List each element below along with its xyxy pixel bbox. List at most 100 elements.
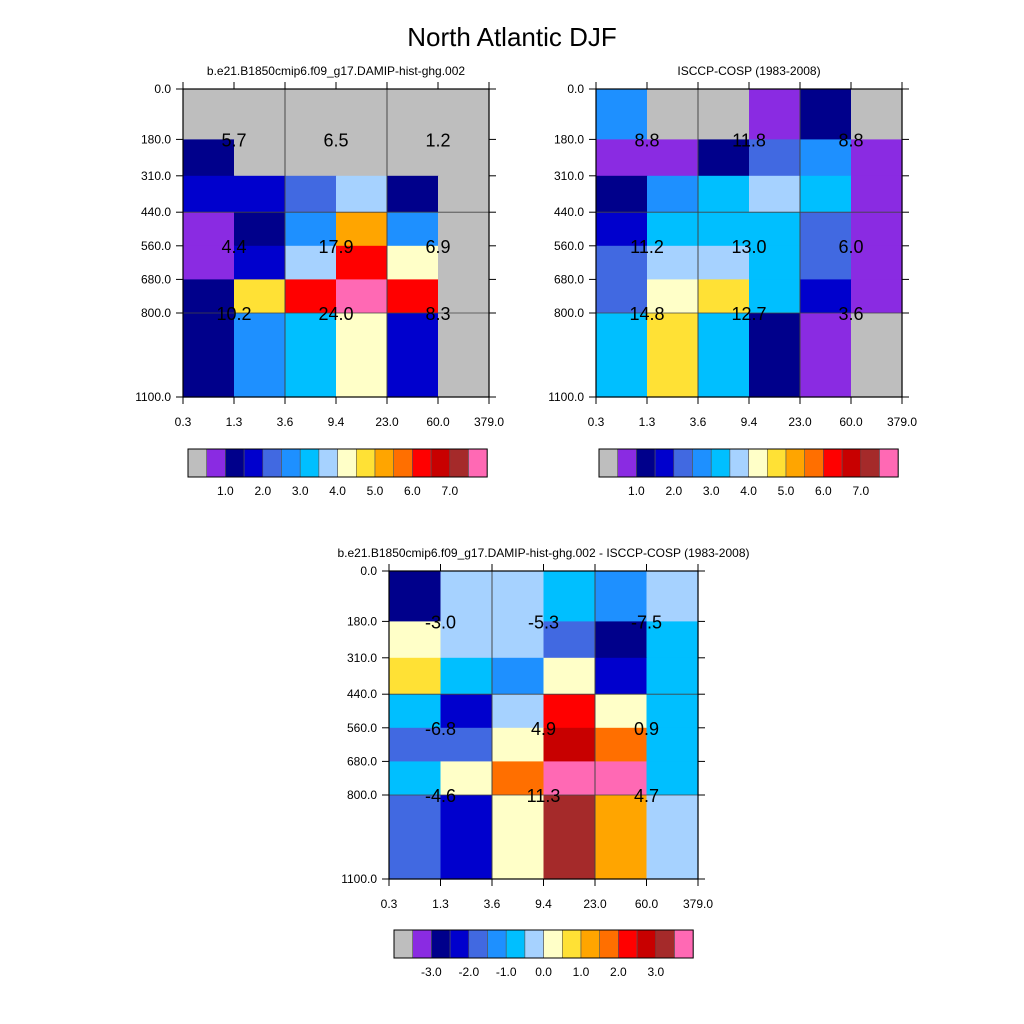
y-tick-label: 440.0 [141,205,171,219]
colorbar-swatch [393,929,414,959]
heatmap-cell [183,245,235,280]
x-tick-label: 23.0 [788,415,812,429]
colorbar-swatch [449,929,470,959]
heatmap-cell [438,313,490,398]
heatmap-cell [851,139,903,177]
colorbar-label: -2.0 [458,965,479,979]
heatmap-cell [749,139,801,177]
colorbar-swatch [393,448,413,478]
heatmap-cell [596,245,648,280]
heatmap-cell [234,89,286,140]
y-tick-label: 180.0 [554,132,584,146]
heatmap-cell [285,175,337,213]
colorbar: 1.0 2.0 3.0 4.0 5.0 6.0 7.0 [598,448,899,498]
heatmap-cell [749,279,801,314]
colorbar-label: 4.0 [740,484,757,498]
y-tick-label: 310.0 [554,169,584,183]
heatmap-cell [389,761,442,796]
box-value-label: -5.3 [528,612,559,632]
colorbar-frame [393,929,694,959]
colorbar-label: 2.0 [254,484,271,498]
colorbar-label: 4.0 [329,484,346,498]
y-tick-label: 310.0 [141,169,171,183]
heatmap-cell [336,212,388,247]
heatmap-cell [800,279,852,314]
colorbar-label: 5.0 [778,484,795,498]
colorbar-swatch [281,448,301,478]
box-value-label: 13.0 [731,237,766,257]
colorbar-swatch [673,448,693,478]
heatmap-cell [387,139,439,177]
y-tick-label: 560.0 [554,239,584,253]
heatmap-cell [285,279,337,314]
colorbar-swatch [318,448,338,478]
colorbar-swatch [505,929,526,959]
colorbar-swatch [785,448,806,478]
box-value-label: 11.2 [630,237,664,257]
heatmap-cell [492,571,545,622]
box-value-label: 12.7 [731,304,766,324]
colorbar-swatch [374,448,395,478]
heatmap-cell [749,313,801,398]
colorbar-swatch [355,448,376,478]
y-tick-label: 440.0 [554,205,584,219]
x-tick-label: 3.6 [484,897,501,911]
heatmap-cell [438,139,490,177]
heatmap-cell [438,245,490,280]
heatmap-cell [647,313,699,398]
box-value-label: -3.0 [425,612,456,632]
box-value-label: 4.7 [634,786,659,806]
heatmap-cell [596,212,648,247]
heatmap-cell [234,313,286,398]
heatmap-cell [336,175,388,213]
heatmap-cell [387,89,439,140]
box-value-label: 0.9 [634,719,659,739]
heatmap-cell [749,245,801,280]
colorbar-label: 6.0 [404,484,421,498]
box-value-label: 8.8 [634,130,659,150]
heatmap-cell [387,279,439,314]
colorbar-label: 5.0 [367,484,384,498]
heatmap-cell [698,313,750,398]
heatmap-cell [438,175,490,213]
heatmap-cell [438,212,490,247]
x-tick-label: 9.4 [535,897,552,911]
colorbar-label: 1.0 [628,484,645,498]
heatmap-cell [800,175,852,213]
y-tick-label: 680.0 [554,272,584,286]
y-tick-label: 1100.0 [135,390,171,404]
colorbar-label: 2.0 [610,965,627,979]
colorbar-swatch [187,448,208,478]
colorbar-label: 1.0 [573,965,590,979]
heatmap-cell [851,212,903,247]
heatmap-cell [183,313,235,398]
y-tick-label: 560.0 [347,721,377,735]
box-value-label: 11.8 [732,130,766,150]
colorbar-swatch [748,448,768,478]
heatmap-cell [595,657,648,695]
heatmap-cell [492,795,545,880]
heatmap-cell [183,89,235,140]
x-tick-label: 1.3 [432,897,449,911]
y-tick-label: 800.0 [347,788,377,802]
colorbar-label: 3.0 [647,965,664,979]
y-tick-label: 680.0 [141,272,171,286]
y-tick-label: 800.0 [554,306,584,320]
heatmap-cell [183,175,235,213]
heatmap-cell [336,139,388,177]
colorbar-label: 7.0 [852,484,869,498]
heatmap-cell [647,89,699,140]
box-value-label: -6.8 [425,719,456,739]
colorbar-swatch [710,448,731,478]
box-value-label: 14.8 [629,304,664,324]
heatmap-cell [596,139,648,177]
y-tick-label: 0.0 [360,564,377,578]
colorbar-swatch [729,448,749,478]
heatmap-cell [800,139,852,177]
x-tick-label: 9.4 [741,415,758,429]
colorbar-swatch [412,929,432,959]
heatmap-cell [389,571,442,622]
heatmap-cell [851,89,903,140]
y-tick-label: 180.0 [141,132,171,146]
heatmap-cell [851,245,903,280]
